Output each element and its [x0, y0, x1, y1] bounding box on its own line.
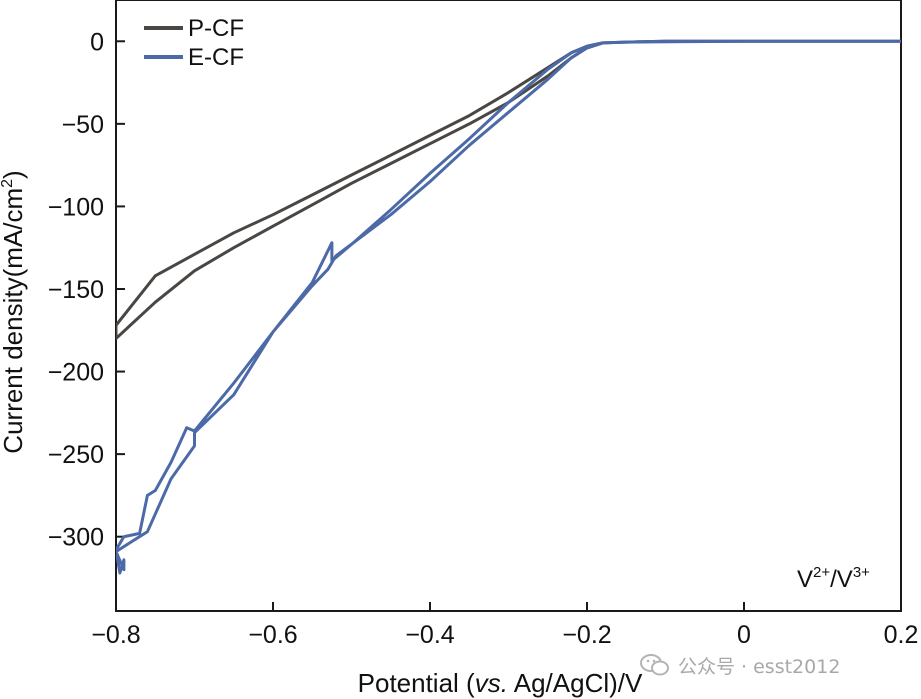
- x-axis: −0.8 −0.6 −0.4 −0.2 0 0.2: [91, 602, 918, 649]
- watermark-text: 公众号 · esst2012: [678, 655, 841, 678]
- x-axis-title: Potential (vs. Ag/AgCl)/V: [358, 668, 643, 698]
- y-tick-label: −250: [48, 441, 104, 469]
- annotation-v2-v3: V2+/V3+: [797, 564, 870, 593]
- y-tick-label: −100: [48, 193, 104, 221]
- y-tick-label: −50: [62, 111, 104, 139]
- series-line-e-cf: [116, 39, 901, 575]
- y-axis: 0 −50 −100 −150 −200 −250 −300: [48, 28, 125, 552]
- x-tick-label: −0.8: [91, 621, 140, 649]
- wechat-icon: [640, 654, 669, 676]
- watermark: 公众号 · esst2012: [640, 650, 840, 680]
- legend: P-CF E-CF: [144, 15, 244, 71]
- x-tick-label: 0.2: [884, 621, 919, 649]
- x-tick-label: −0.4: [405, 621, 454, 649]
- x-tick-label: 0: [737, 621, 751, 649]
- y-tick-label: 0: [90, 28, 104, 56]
- y-axis-title: Current density(mA/cm2): [0, 170, 28, 453]
- y-tick-label: −200: [48, 359, 104, 387]
- legend-label-e-cf: E-CF: [188, 44, 244, 71]
- y-tick-label: −150: [48, 276, 104, 304]
- series-layer: [116, 39, 901, 575]
- legend-label-p-cf: P-CF: [188, 15, 244, 42]
- series-line-p-cf: [116, 39, 901, 340]
- x-tick-label: −0.6: [248, 621, 297, 649]
- x-tick-label: −0.2: [562, 621, 611, 649]
- y-tick-label: −300: [48, 524, 104, 552]
- plot-frame: [115, 0, 902, 612]
